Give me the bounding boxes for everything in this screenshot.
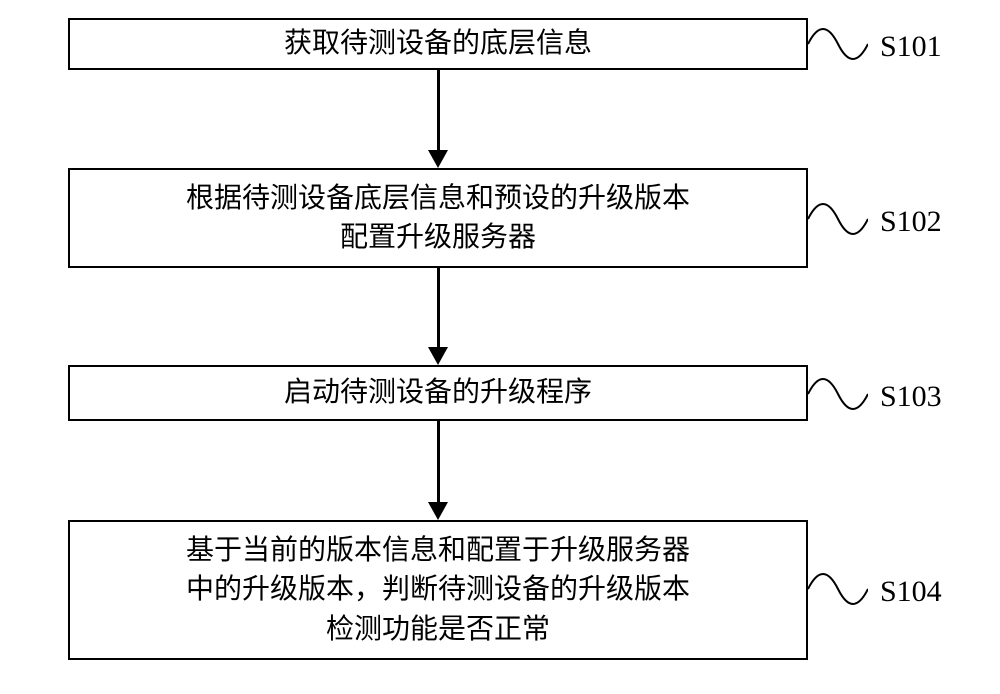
flow-node-1-text: 获取待测设备的底层信息 [284, 24, 592, 63]
flow-node-3: 启动待测设备的升级程序 [68, 365, 808, 421]
arrow-2-3-head [428, 347, 448, 365]
label-curve-3 [808, 370, 868, 418]
arrow-1-2-head [428, 150, 448, 168]
flow-node-2-text: 根据待测设备底层信息和预设的升级版本 配置升级服务器 [186, 179, 690, 257]
label-curve-1 [808, 20, 868, 68]
arrow-1-2-line [437, 70, 440, 150]
flow-node-1: 获取待测设备的底层信息 [68, 18, 808, 70]
flow-node-4: 基于当前的版本信息和配置于升级服务器 中的升级版本，判断待测设备的升级版本 检测… [68, 520, 808, 660]
arrow-3-4-head [428, 502, 448, 520]
arrow-2-3-line [437, 268, 440, 347]
flow-label-3: S103 [880, 380, 942, 414]
flow-node-3-text: 启动待测设备的升级程序 [284, 373, 592, 412]
flow-label-2: S102 [880, 205, 942, 239]
flow-node-4-text: 基于当前的版本信息和配置于升级服务器 中的升级版本，判断待测设备的升级版本 检测… [186, 531, 690, 649]
flow-node-2: 根据待测设备底层信息和预设的升级版本 配置升级服务器 [68, 168, 808, 268]
flow-label-1: S101 [880, 30, 942, 64]
arrow-3-4-line [437, 421, 440, 502]
flow-label-4: S104 [880, 575, 942, 609]
flowchart-canvas: 获取待测设备的底层信息 S101 根据待测设备底层信息和预设的升级版本 配置升级… [0, 0, 1000, 694]
label-curve-2 [808, 195, 868, 243]
label-curve-4 [808, 565, 868, 613]
